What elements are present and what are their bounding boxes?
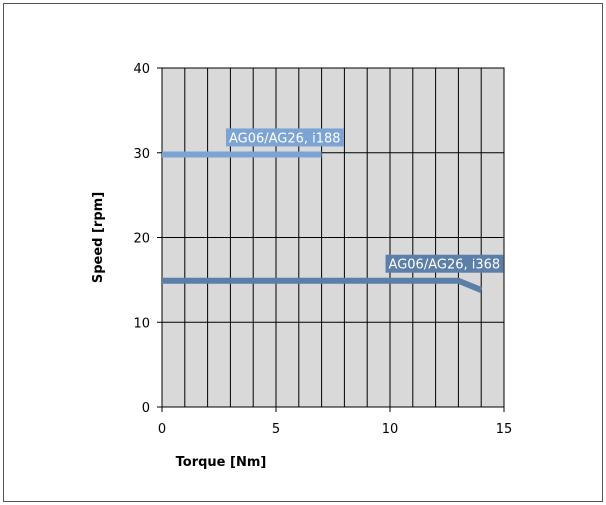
x-tick-label: 15 [496, 422, 513, 437]
x-tick-label: 0 [158, 422, 166, 437]
series-label-text: AG06/AG26, i368 [389, 258, 501, 273]
y-axis-title: Speed [rpm] [91, 192, 106, 283]
series-label-box [385, 254, 504, 273]
x-axis-title: Torque [Nm] [176, 455, 267, 470]
series-line-2 [162, 277, 483, 293]
y-tick-label: 10 [133, 316, 150, 331]
series-label-layer: AG06/AG26, i188 AG06/AG26, i368 [225, 128, 504, 273]
series-layer [162, 151, 483, 293]
y-tick-label: 0 [142, 401, 150, 416]
grid-lines [162, 68, 504, 407]
series-label-text: AG06/AG26, i188 [229, 131, 341, 146]
tick-labels: 0 5 10 15 0 10 20 30 40 [133, 62, 512, 437]
y-tick-label: 40 [133, 62, 150, 77]
series-label-2: AG06/AG26, i368 [385, 254, 504, 273]
x-tick-label: 10 [382, 422, 399, 437]
y-tick-label: 30 [133, 147, 150, 162]
series-label-box [225, 128, 344, 147]
y-tick-label: 20 [133, 232, 150, 247]
x-tick-label: 5 [272, 422, 280, 437]
series-label-1: AG06/AG26, i188 [225, 128, 344, 147]
